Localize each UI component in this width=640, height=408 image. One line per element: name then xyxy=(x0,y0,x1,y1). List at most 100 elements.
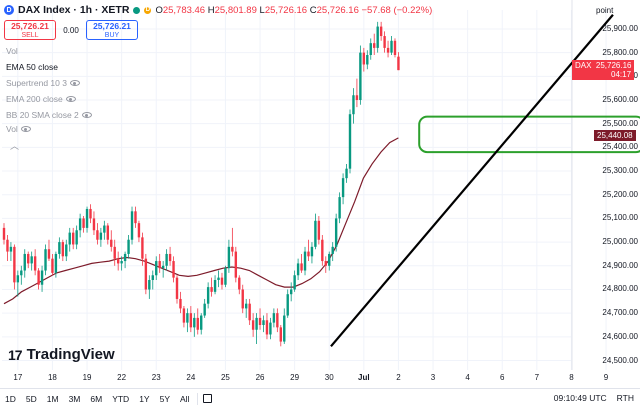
candle-body xyxy=(182,308,186,323)
time-tick-label: 23 xyxy=(151,373,161,382)
candle-body xyxy=(68,232,71,245)
trend-line xyxy=(330,14,614,348)
indicator-legend-vol[interactable]: Vol xyxy=(6,46,18,56)
timeframe-1m[interactable]: 1M xyxy=(46,393,59,404)
candle-body xyxy=(189,313,193,328)
candle-body xyxy=(103,225,106,233)
candle-body xyxy=(51,258,54,273)
candle-body xyxy=(393,40,397,55)
timeframe-1y[interactable]: 1Y xyxy=(139,393,150,404)
time-tick-label: 3 xyxy=(430,373,436,382)
session-button[interactable]: RTH xyxy=(616,393,634,403)
candle-body xyxy=(251,320,255,330)
candle-body xyxy=(65,244,68,257)
candle-body xyxy=(165,253,168,266)
chart-title[interactable]: DAX Index · 1h · XETR xyxy=(18,4,130,16)
candle-body xyxy=(92,218,96,231)
candle-body xyxy=(255,317,258,330)
candle-body xyxy=(6,239,9,252)
candle-body xyxy=(23,253,26,271)
support-zone-box xyxy=(418,115,640,154)
price-tick-label: 25,200.00 xyxy=(602,189,638,199)
timeframe-3m[interactable]: 3M xyxy=(68,393,81,404)
indicator-legend-ema200[interactable]: EMA 200 close xyxy=(6,94,76,104)
candle-body xyxy=(206,287,210,304)
candle-body xyxy=(334,218,338,247)
chart-grid xyxy=(2,10,607,370)
candle-body xyxy=(172,261,175,278)
candle-body xyxy=(82,218,85,228)
timeframe-6m[interactable]: 6M xyxy=(90,393,103,404)
candle-body xyxy=(78,218,82,231)
price-axis-unit: point xyxy=(596,6,614,15)
candle-body xyxy=(341,178,345,198)
indicator-legend-vol-2[interactable]: Vol xyxy=(6,124,31,134)
candle-body xyxy=(307,251,310,257)
clock-readout[interactable]: 09:10:49 UTC xyxy=(553,393,607,403)
candle-body xyxy=(269,322,272,335)
candle-body xyxy=(379,26,383,37)
candle-body xyxy=(303,251,307,271)
candle-body xyxy=(89,208,92,219)
hidden-eye-icon[interactable] xyxy=(81,112,92,118)
candle-body xyxy=(85,208,89,228)
candle-body xyxy=(397,56,400,71)
candle-body xyxy=(203,303,206,316)
candle-body xyxy=(148,280,151,290)
indicator-legend-bb[interactable]: BB 20 SMA close 2 xyxy=(6,110,92,120)
candle-body xyxy=(258,317,262,325)
candle-body xyxy=(359,52,362,100)
candle-body xyxy=(213,280,217,292)
candle-body xyxy=(296,263,300,276)
sell-button[interactable]: 25,726.21 SELL xyxy=(4,20,56,40)
candle-body xyxy=(383,36,386,48)
time-tick-label: 8 xyxy=(569,373,574,382)
candle-body xyxy=(151,275,154,280)
hidden-eye-icon[interactable] xyxy=(65,96,76,102)
price-tick-label: 24,600.00 xyxy=(602,331,638,341)
candle-body xyxy=(54,253,58,273)
price-tick-label: 24,900.00 xyxy=(602,260,638,270)
calendar-icon[interactable] xyxy=(203,394,213,403)
candle-body xyxy=(324,261,327,266)
candle-body xyxy=(317,220,321,240)
candle-body xyxy=(345,168,348,179)
price-tick-label: 25,800.00 xyxy=(602,47,638,57)
hidden-eye-icon[interactable] xyxy=(20,126,31,132)
candle-body xyxy=(120,261,123,264)
candle-body xyxy=(40,270,44,285)
candle-body xyxy=(362,52,366,65)
candle-body xyxy=(338,197,341,219)
candle-body xyxy=(366,55,369,65)
timeframe-all[interactable]: All xyxy=(180,393,190,404)
candle-body xyxy=(155,261,158,276)
candle-body xyxy=(210,287,213,292)
candle-body xyxy=(238,277,241,290)
hidden-eye-icon[interactable] xyxy=(69,80,80,86)
bottom-toolbar: 1D 5D 1M 3M 6M YTD 1Y 5Y All 09:10:49 UT… xyxy=(0,388,640,408)
candle-body xyxy=(13,246,16,283)
timeframe-5d[interactable]: 5D xyxy=(25,393,37,404)
candle-body xyxy=(110,239,113,247)
price-tick-label: 25,400.00 xyxy=(602,142,638,152)
spread-value: 0.00 xyxy=(63,25,79,35)
candle-body xyxy=(241,289,244,309)
candle-body xyxy=(61,242,65,257)
timeframe-1d[interactable]: 1D xyxy=(5,393,16,404)
candle-body xyxy=(27,253,30,264)
buy-button[interactable]: 25,726.21 BUY xyxy=(86,20,138,40)
timeframe-5y[interactable]: 5Y xyxy=(159,393,170,404)
price-tick-label: 25,300.00 xyxy=(602,166,638,176)
collapse-legend-icon[interactable]: ︿ xyxy=(10,141,20,151)
candle-body xyxy=(331,246,334,254)
indicator-legend-ema50[interactable]: EMA 50 close xyxy=(6,62,58,72)
candle-body xyxy=(352,95,355,115)
indicator-legend-supertrend[interactable]: Supertrend 10 3 xyxy=(6,78,80,88)
timeframe-ytd[interactable]: YTD xyxy=(112,393,130,404)
price-tick-label: 25,100.00 xyxy=(602,213,638,223)
time-tick-label: 18 xyxy=(47,373,57,382)
candle-body xyxy=(20,270,23,276)
candle-body xyxy=(265,320,269,335)
data-delay-icon: D xyxy=(144,6,152,14)
